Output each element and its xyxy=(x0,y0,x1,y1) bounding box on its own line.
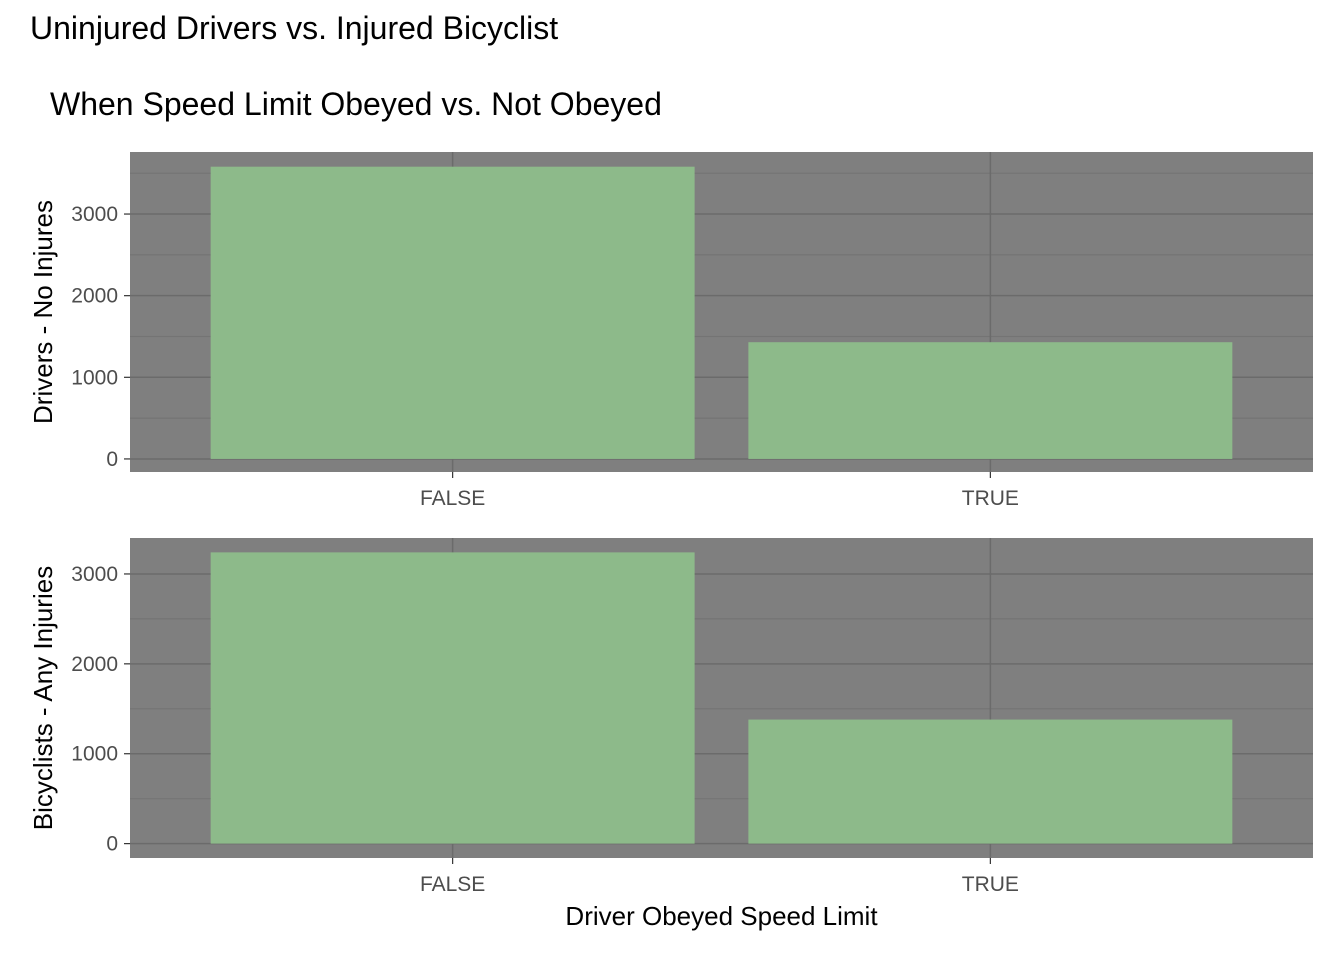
chart-title: Uninjured Drivers vs. Injured Bicyclist xyxy=(30,10,559,46)
y-tick-label: 3000 xyxy=(71,203,118,226)
x-tick-label: FALSE xyxy=(420,873,485,896)
y-tick-label: 0 xyxy=(106,448,118,471)
y-tick-label: 1000 xyxy=(71,366,118,389)
x-axis-title: Driver Obeyed Speed Limit xyxy=(565,901,878,931)
x-tick-label: TRUE xyxy=(962,873,1019,896)
bottom-panel: 0 1000 2000 3000 FALSE TRUE Bicyclists - Any I… xyxy=(28,538,1313,931)
top-panel: 0 1000 2000 3000 FALSE TRUE Drivers - No Injur… xyxy=(28,152,1313,510)
y-axis-title: Drivers - No Injures xyxy=(28,200,58,424)
y-axis-title: Bicyclists - Any Injuries xyxy=(28,566,58,830)
bar-true xyxy=(748,342,1233,459)
y-tick-label: 2000 xyxy=(71,653,118,676)
x-tick-label: TRUE xyxy=(962,487,1019,510)
bar-false xyxy=(210,166,695,459)
y-tick-label: 2000 xyxy=(71,285,118,308)
chart-subtitle: When Speed Limit Obeyed vs. Not Obeyed xyxy=(50,86,662,122)
bar-true xyxy=(748,719,1233,844)
x-tick-label: FALSE xyxy=(420,487,485,510)
bar-false xyxy=(210,552,695,844)
y-tick-label: 3000 xyxy=(71,563,118,586)
y-tick-label: 0 xyxy=(106,833,118,856)
y-tick-label: 1000 xyxy=(71,743,118,766)
